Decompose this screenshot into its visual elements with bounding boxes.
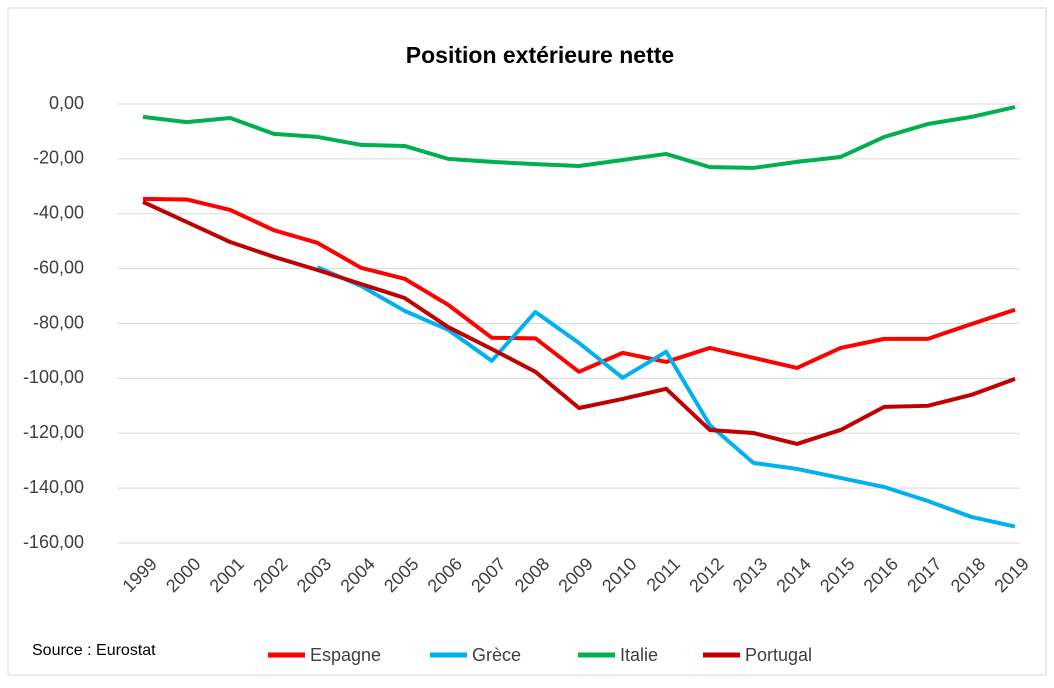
- legend-label: Portugal: [745, 645, 812, 665]
- chart-title: Position extérieure nette: [406, 42, 674, 68]
- series-line: [316, 265, 1016, 529]
- y-tick-label: -60,00: [33, 257, 84, 277]
- y-tick-label: 0,00: [49, 93, 84, 113]
- y-tick-label: -80,00: [33, 312, 84, 332]
- y-tick-label: -160,00: [23, 532, 84, 552]
- y-tick-label: -100,00: [23, 367, 84, 387]
- series-line: [142, 196, 1016, 374]
- series-line: [142, 105, 1016, 170]
- y-tick-label: -120,00: [23, 422, 84, 442]
- y-tick-label: -40,00: [33, 203, 84, 223]
- y-tick-label: -140,00: [23, 477, 84, 497]
- y-tick-label: -20,00: [33, 148, 84, 168]
- source-note: Source : Eurostat: [32, 642, 156, 659]
- legend-label: Italie: [620, 645, 658, 665]
- series-line: [142, 200, 1016, 446]
- legend-label: Grèce: [472, 645, 521, 665]
- legend-label: Espagne: [310, 645, 381, 665]
